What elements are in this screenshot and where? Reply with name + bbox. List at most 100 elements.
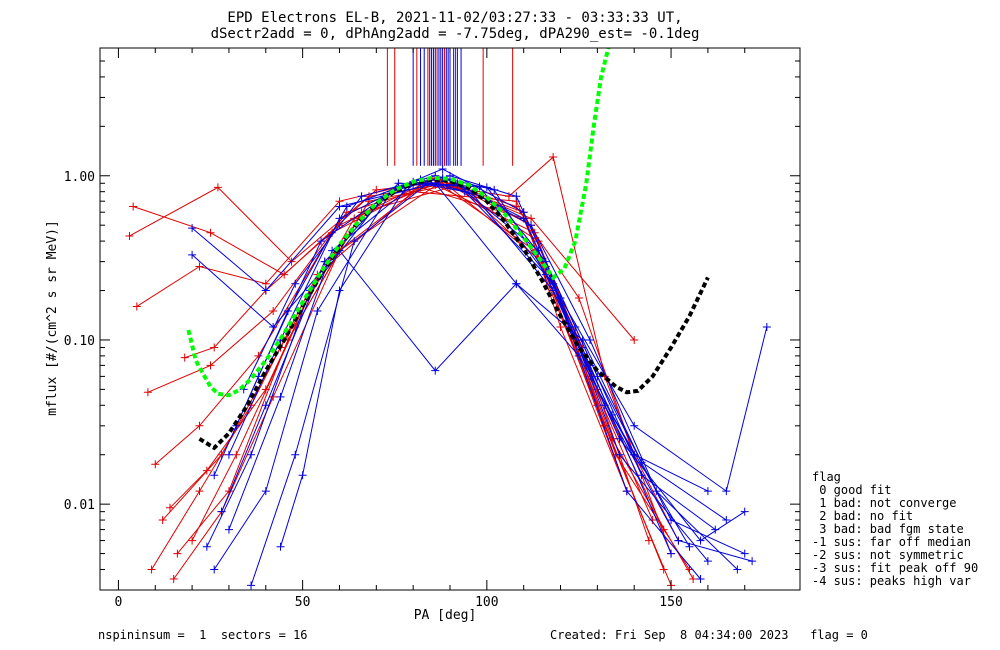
red-series-line [191, 182, 694, 580]
blue-series-point [431, 366, 440, 375]
blue-series-point [586, 335, 594, 344]
red-series-point [549, 153, 558, 162]
red-series-point [195, 262, 204, 271]
red-series-point [147, 565, 156, 574]
blue-series-point [674, 536, 683, 545]
blue-series-point [261, 401, 270, 410]
blue-series-point [438, 164, 447, 173]
red-series-point [232, 450, 241, 459]
blue-series-point [762, 322, 771, 331]
red-series-point [188, 536, 197, 545]
blue-series-line [235, 178, 745, 542]
blue-series-point [188, 224, 197, 233]
red-series-point [158, 516, 167, 525]
blue-series-point [224, 450, 233, 459]
flag-legend: flag 0 good fit 1 bad: not converge 2 ba… [812, 471, 998, 588]
legend-entry: -4 sus: peaks high var [812, 574, 971, 588]
blue-series-point [637, 471, 646, 480]
red-series-point [143, 388, 152, 397]
blue-series-point [247, 450, 256, 459]
red-series-point [269, 307, 278, 316]
red-series-point [129, 202, 138, 211]
blue-series-point [357, 192, 366, 201]
red-series-point [151, 460, 160, 469]
blue-series-point [667, 549, 676, 558]
red-series-point [180, 353, 189, 362]
blue-series-point [247, 581, 256, 590]
blue-series-point [261, 487, 270, 496]
blue-series-point [217, 507, 226, 516]
red-series-point [166, 503, 174, 512]
y-tick-label: 1.00 [64, 170, 95, 185]
blue-series-point [512, 192, 521, 201]
blue-series-point [512, 279, 521, 288]
blue-series-point [335, 202, 344, 211]
blue-series-point [350, 237, 359, 246]
blue-series-point [696, 575, 705, 584]
legend-entry: -3 sus: fit peak off 90 [812, 561, 979, 575]
series-layer [125, 48, 771, 590]
red-series-point [132, 302, 141, 311]
red-series-line [177, 186, 628, 554]
blue-series-point [261, 286, 270, 295]
blue-series-point [335, 214, 344, 223]
blue-series-point [740, 507, 749, 516]
blue-series-point [276, 392, 285, 401]
footer-left: nspininsum = 1 sectors = 16 [98, 628, 308, 642]
blue-series-point [722, 516, 731, 525]
red-series-point [261, 279, 270, 288]
blue-series-point [188, 250, 197, 259]
blue-series-point [291, 279, 300, 288]
blue-series-point [733, 565, 742, 574]
blue-series-point [291, 450, 300, 459]
blue-series-line [228, 181, 690, 548]
red-series-point [648, 516, 657, 525]
axes-layer: 0 50 100 150 0.01 0.10 1.00 [64, 47, 801, 610]
red-series-line [173, 182, 672, 586]
blue-series-point [342, 202, 351, 211]
red-series-point [261, 385, 270, 394]
blue-series-point [276, 542, 285, 551]
blue-series-point [317, 237, 326, 246]
blue-series-line [206, 178, 738, 570]
x-axis-label: PA [deg] [414, 608, 477, 623]
legend-title: flag [812, 470, 841, 484]
blue-series-point [298, 471, 307, 480]
red-series-point [556, 322, 565, 331]
legend-entry: -1 sus: far off median [812, 535, 971, 549]
blue-series-line [228, 184, 701, 580]
red-series-line [162, 178, 690, 570]
y-tick-label: 0.10 [64, 334, 95, 349]
legend-entry: -2 sus: not symmetric [812, 548, 964, 562]
blue-series-point [475, 182, 484, 191]
blue-series-point [283, 307, 292, 316]
black-fit-curve [198, 177, 710, 451]
red-series-point [630, 335, 639, 344]
red-series-point [125, 231, 134, 240]
blue-series-line [221, 182, 753, 562]
blue-series-point [224, 525, 233, 534]
blue-series-point [630, 421, 639, 430]
legend-entry: 2 bad: no fit [812, 509, 914, 523]
blue-series-point [615, 450, 624, 459]
chart-title: EPD Electrons EL-B, 2021-11-02/03:27:33 … [227, 10, 682, 26]
red-series-point [173, 549, 182, 558]
blue-series-point [210, 471, 219, 480]
blue-series-line [191, 249, 727, 521]
blue-series-point [490, 185, 499, 194]
legend-entry: 1 bad: not converge [812, 496, 957, 510]
footer-right: Created: Fri Sep 8 04:34:00 2023 flag = … [550, 628, 868, 642]
blue-series-point [549, 279, 558, 288]
blue-series-point [748, 557, 757, 566]
legend-entry: 3 bad: bad fgm state [812, 522, 964, 536]
red-series-point [202, 466, 211, 475]
blue-series-point [210, 565, 219, 574]
red-series-point [206, 361, 215, 370]
red-series-point [689, 575, 698, 584]
x-tick-label: 100 [475, 595, 498, 610]
legend-entry: 0 good fit [812, 483, 892, 497]
chart-subtitle: dSectr2add = 0, dPhAng2add = -7.75deg, d… [211, 26, 700, 42]
blue-series-point [740, 549, 749, 558]
blue-series-point [446, 171, 454, 180]
